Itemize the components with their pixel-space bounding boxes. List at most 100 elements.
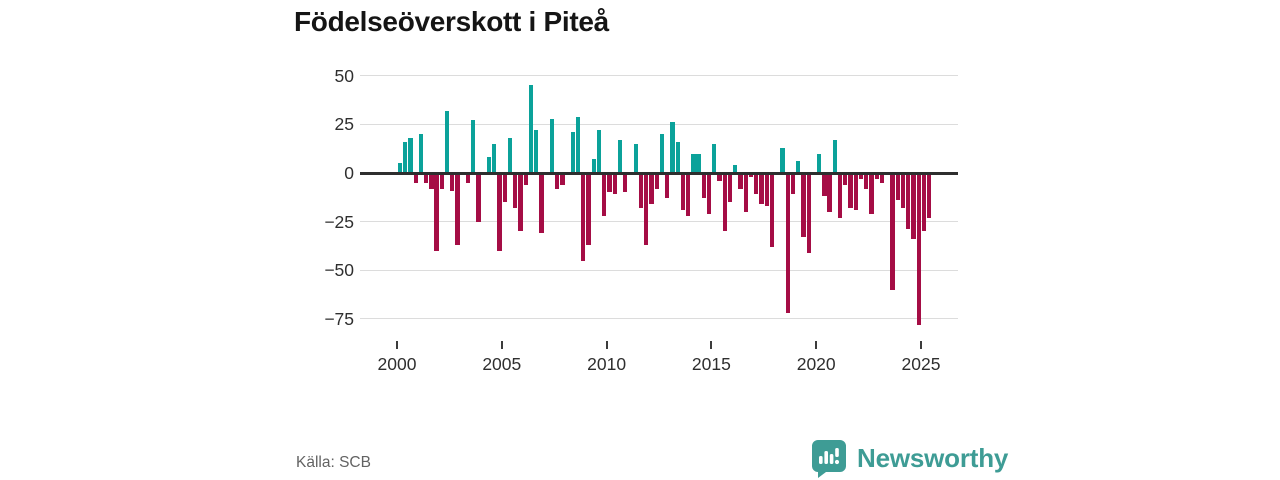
bar-2022-q3 — [869, 173, 874, 214]
bar-2006-q1 — [523, 173, 528, 185]
bar-2024-q1 — [900, 173, 906, 208]
bar-2009-q2 — [591, 159, 596, 173]
source-label: Källa: SCB — [296, 454, 371, 471]
bar-2016-q2 — [738, 173, 743, 189]
y-axis-label: 25 — [334, 114, 354, 135]
bar-2003-q3 — [471, 120, 476, 173]
bar-2002-q4 — [455, 173, 460, 245]
y-axis-label: −75 — [324, 308, 354, 329]
bar-2022-q1 — [858, 173, 864, 179]
gridline — [360, 75, 958, 77]
bar-2017-q4 — [769, 173, 775, 247]
bar-2012-q1 — [649, 173, 654, 205]
bar-2008-q2 — [570, 132, 576, 173]
bar-2001-q1 — [418, 134, 424, 173]
x-axis-tick — [920, 341, 922, 349]
bar-2020-q3 — [827, 173, 832, 212]
bar-2021-q3 — [848, 173, 853, 208]
bar-2006-q2 — [528, 85, 534, 173]
bar-2007-q3 — [555, 173, 560, 189]
bar-2010-q4 — [623, 173, 628, 193]
bar-2021-q4 — [853, 173, 858, 210]
bar-2018-q4 — [790, 173, 796, 195]
bar-2018-q3 — [785, 173, 790, 314]
bar-2021-q2 — [843, 173, 848, 185]
bar-2013-q3 — [680, 173, 686, 210]
bar-2002-q3 — [450, 173, 455, 191]
bar-2024-q3 — [911, 173, 916, 240]
gridline — [360, 269, 958, 271]
bar-2006-q4 — [539, 173, 544, 234]
bar-2017-q3 — [764, 173, 769, 207]
bar-2014-q1 — [691, 153, 696, 173]
bar-2010-q1 — [607, 173, 612, 193]
x-axis-tick — [605, 341, 608, 349]
bar-2005-q4 — [518, 173, 523, 232]
bar-2015-q4 — [727, 173, 733, 203]
y-axis-label: 50 — [334, 65, 354, 86]
bar-2023-q1 — [879, 173, 885, 183]
newsworthy-logo-icon — [810, 438, 848, 478]
bar-2006-q3 — [534, 130, 539, 173]
y-axis-label: 0 — [344, 163, 354, 183]
gridline — [360, 318, 958, 320]
x-axis-label: 2025 — [901, 354, 941, 374]
bar-2012-q3 — [659, 134, 665, 173]
bar-2015-q3 — [722, 173, 727, 232]
x-axis-tick — [710, 341, 713, 349]
bar-2015-q2 — [717, 173, 722, 181]
bar-2001-q2 — [424, 173, 429, 183]
bar-2003-q4 — [476, 173, 481, 222]
bar-2017-q1 — [754, 173, 759, 195]
bar-2009-q1 — [586, 173, 591, 245]
bar-2019-q2 — [801, 173, 806, 238]
bar-2000-q4 — [413, 173, 418, 183]
bar-2008-q4 — [581, 173, 586, 261]
bar-2002-q2 — [444, 110, 450, 173]
bar-2013-q2 — [675, 141, 680, 173]
newsworthy-brand: Newsworthy — [810, 438, 1008, 478]
bar-2014-q3 — [701, 173, 707, 199]
x-axis-tick — [396, 341, 398, 349]
bar-2020-q4 — [832, 139, 838, 173]
bar-2005-q1 — [502, 173, 507, 203]
bar-2022-q2 — [864, 173, 869, 189]
bar-2007-q2 — [549, 118, 555, 173]
gridline — [360, 123, 958, 125]
bar-2004-q3 — [492, 143, 497, 173]
bar-2008-q3 — [575, 116, 581, 173]
bar-2001-q3 — [429, 173, 434, 189]
bar-2016-q4 — [748, 173, 754, 177]
bar-2017-q2 — [759, 173, 764, 205]
bar-2000-q2 — [403, 141, 408, 173]
bar-2013-q4 — [686, 173, 691, 216]
bar-2020-q1 — [817, 153, 822, 173]
bar-2019-q3 — [806, 173, 811, 253]
chart-title: Födelseöverskott i Piteå — [294, 6, 609, 37]
bar-2024-q2 — [906, 173, 911, 230]
bar-2012-q4 — [665, 173, 670, 199]
bar-2011-q2 — [633, 143, 638, 173]
bar-2009-q3 — [596, 130, 602, 173]
y-axis-label: −50 — [324, 260, 354, 281]
bar-2024-q4 — [916, 173, 921, 325]
bar-2012-q2 — [654, 173, 659, 189]
bar-2014-q4 — [706, 173, 712, 214]
x-axis-label: 2005 — [482, 354, 522, 374]
bar-2025-q1 — [921, 173, 927, 232]
bar-2016-q3 — [743, 173, 748, 212]
bar-2023-q4 — [895, 173, 900, 201]
bar-2021-q1 — [837, 173, 843, 218]
bar-2019-q1 — [796, 161, 801, 173]
bar-2005-q2 — [507, 137, 513, 173]
bar-2004-q4 — [497, 173, 502, 251]
bar-2000-q3 — [408, 137, 413, 173]
bar-2023-q3 — [890, 173, 895, 290]
bar-2015-q1 — [712, 143, 717, 173]
bar-2020-q2 — [822, 173, 827, 197]
bar-2009-q4 — [602, 173, 607, 216]
bar-2010-q2 — [612, 173, 617, 195]
bar-2005-q3 — [513, 173, 518, 208]
x-axis-label: 2015 — [691, 354, 731, 374]
